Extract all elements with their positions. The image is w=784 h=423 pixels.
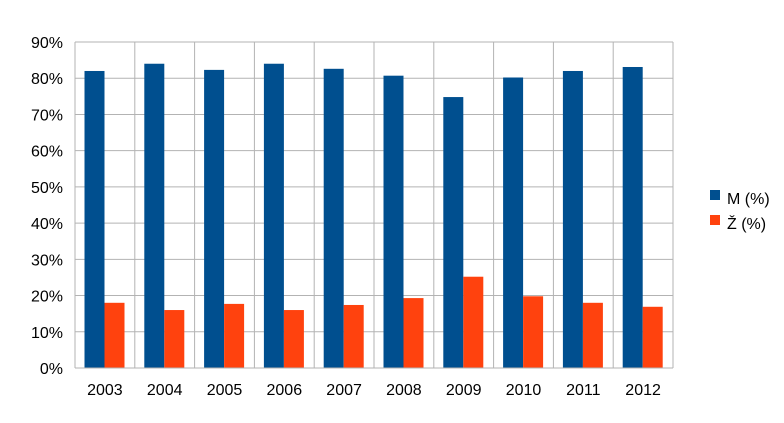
x-axis-tick-labels: 2003 2004 2005 2006 2007 2008 2009 2010 2011 2012: [87, 382, 661, 399]
bar-series-2-2011: [582, 302, 603, 368]
bar-series-1-2011: [562, 70, 583, 368]
bar-series-2-2012: [642, 306, 663, 368]
bar-series-2-2010: [523, 296, 544, 368]
x-tick-label: 2008: [386, 382, 422, 399]
bar-series-2-2006: [283, 310, 304, 368]
x-tick-label: 2003: [87, 382, 123, 399]
bar-series-2-2008: [403, 298, 424, 368]
y-tick-label: 80%: [31, 71, 63, 88]
y-tick-label: 90%: [31, 35, 63, 52]
y-tick-label: 30%: [31, 252, 63, 269]
y-tick-label: 20%: [31, 289, 63, 306]
x-tick-label: 2007: [326, 382, 362, 399]
legend: M (%) Ž (%): [710, 190, 770, 233]
bar-series-1-2009: [443, 97, 464, 369]
legend-label-series-1: M (%): [727, 191, 770, 208]
y-tick-label: 60%: [31, 144, 63, 161]
bar-series-2-2003: [104, 302, 125, 368]
y-tick-label: 40%: [31, 216, 63, 233]
x-tick-label: 2011: [566, 382, 601, 399]
bar-series-1-2008: [383, 75, 404, 368]
x-tick-label: 2004: [147, 382, 183, 399]
bar-series-2-2007: [343, 304, 364, 368]
y-tick-label: 50%: [31, 180, 63, 197]
gridlines: [74, 41, 674, 368]
x-tick-label: 2010: [506, 382, 542, 399]
bar-series-1-2003: [84, 70, 105, 368]
bar-series-2-2009: [463, 276, 484, 368]
bar-series-1-2005: [204, 69, 225, 368]
bar-series-1-2004: [144, 63, 165, 368]
y-tick-label: 70%: [31, 107, 63, 124]
bar-series-2-2005: [224, 303, 245, 368]
y-tick-label: 0%: [40, 361, 63, 378]
bar-series-1-2012: [622, 66, 643, 368]
y-axis-tick-labels: 0% 10% 20% 30% 40% 50% 60% 70% 80% 90%: [31, 35, 63, 378]
bars: [84, 63, 663, 369]
legend-swatch-series-2: [710, 215, 720, 225]
bar-series-1-2006: [263, 63, 284, 368]
legend-swatch-series-1: [710, 190, 720, 200]
x-tick-label: 2006: [267, 382, 303, 399]
y-tick-label: 10%: [31, 325, 63, 342]
legend-label-series-2: Ž (%): [727, 214, 766, 233]
bar-series-1-2010: [503, 77, 524, 369]
x-tick-label: 2009: [446, 382, 482, 399]
bar-series-2-2004: [164, 310, 185, 368]
x-tick-label: 2012: [625, 382, 661, 399]
bar-series-1-2007: [323, 68, 344, 368]
x-tick-label: 2005: [207, 382, 243, 399]
